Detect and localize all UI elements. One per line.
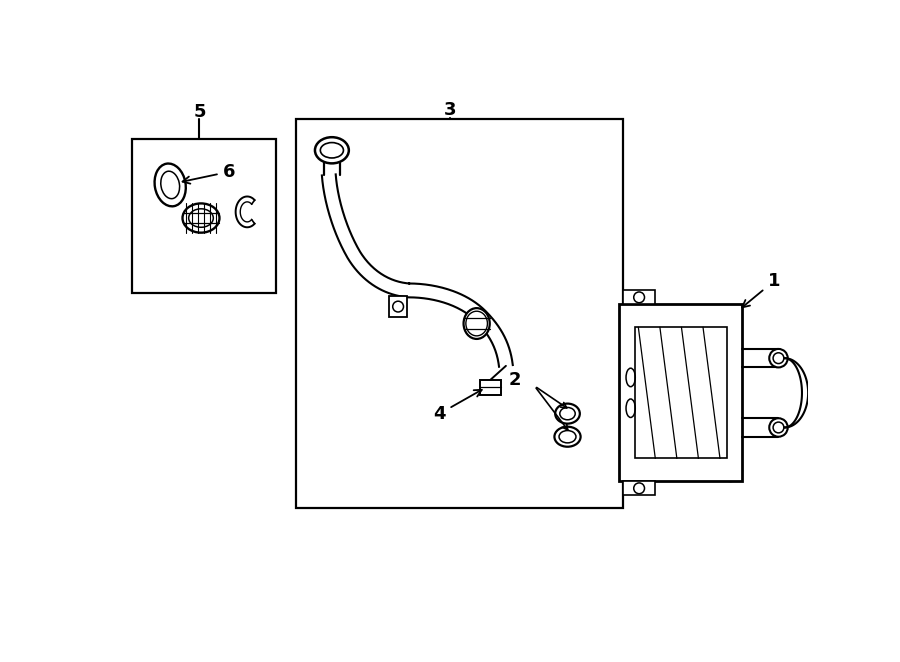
Bar [131, 139, 276, 293]
Text: 6: 6 [183, 163, 235, 183]
Ellipse shape [466, 311, 488, 336]
Bar [634, 328, 727, 458]
Ellipse shape [315, 137, 349, 164]
Ellipse shape [155, 164, 185, 207]
Ellipse shape [555, 404, 580, 424]
Text: 5: 5 [194, 103, 206, 120]
Ellipse shape [770, 418, 788, 437]
Bar [480, 380, 501, 395]
Bar [623, 291, 655, 305]
Ellipse shape [189, 209, 213, 227]
Bar [619, 305, 742, 481]
Ellipse shape [161, 171, 180, 199]
Bar [389, 296, 408, 317]
Text: 2: 2 [508, 371, 521, 389]
Text: 3: 3 [444, 101, 456, 119]
Ellipse shape [554, 427, 580, 447]
Text: 4: 4 [434, 390, 482, 422]
Ellipse shape [183, 203, 220, 232]
Text: 1: 1 [742, 272, 780, 307]
Ellipse shape [392, 301, 403, 312]
Bar [296, 119, 623, 508]
Ellipse shape [320, 142, 344, 158]
Ellipse shape [770, 349, 788, 367]
Ellipse shape [464, 308, 490, 339]
Bar [623, 481, 655, 495]
